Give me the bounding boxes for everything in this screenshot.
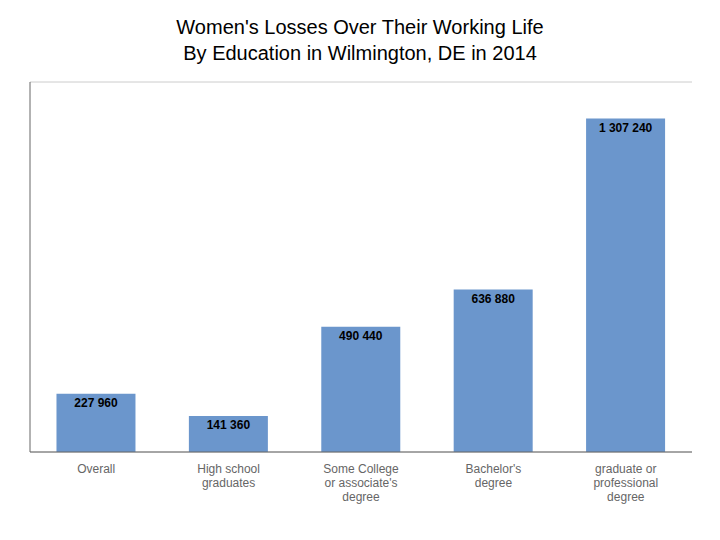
html-text:By Education in Wilmington, DE: By Education in Wilmington, DE in 2014 bbox=[183, 42, 537, 64]
svg-text:141 360: 141 360 bbox=[207, 418, 251, 432]
svg-text:Overall: Overall bbox=[77, 462, 115, 476]
svg-text:graduate orprofessionaldegree: graduate orprofessionaldegree bbox=[593, 462, 658, 505]
svg-text:490 440: 490 440 bbox=[339, 329, 383, 343]
svg-text:High schoolgraduates: High schoolgraduates bbox=[197, 462, 260, 490]
html-text:Women's Losses Over Their Work: Women's Losses Over Their Working Life bbox=[176, 16, 544, 38]
svg-text:Bachelor'sdegree: Bachelor'sdegree bbox=[466, 462, 522, 490]
svg-text:227 960: 227 960 bbox=[74, 396, 118, 410]
svg-text:1 307 240: 1 307 240 bbox=[599, 121, 653, 135]
svg-text:636 880: 636 880 bbox=[471, 292, 515, 306]
svg-text:Some Collegeor associate'sdegr: Some Collegeor associate'sdegree bbox=[323, 462, 399, 505]
